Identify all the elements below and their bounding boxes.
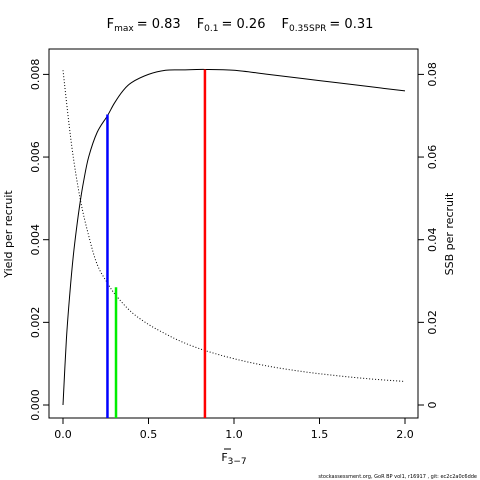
- title-f01-value: = 0.26: [222, 17, 266, 32]
- x-axis-label: F3−7: [221, 451, 246, 467]
- y-axis-right: 0 0.02 0.04 0.06 0.08: [418, 62, 439, 409]
- title-fmax-sub: max: [114, 24, 134, 34]
- y-axis-left-label: Yield per recruit: [2, 190, 15, 279]
- title-f01-symbol: F: [197, 17, 204, 32]
- y-right-tick-label: 0.02: [426, 310, 439, 335]
- x-tick-label: 0.0: [54, 428, 72, 441]
- title-f01-sub: 0.1: [204, 24, 218, 34]
- footer-text: stockassessment.org, GoR BP vol1, r16917…: [318, 474, 477, 480]
- yield-per-recruit-line: [62, 68, 406, 406]
- y-axis-left: 0.000 0.002 0.004 0.006 0.008: [29, 59, 49, 421]
- x-tick-label: 2.0: [396, 428, 414, 441]
- title-f35-value: = 0.31: [329, 17, 373, 32]
- x-axis-label-symbol: F: [221, 451, 227, 464]
- x-axis: 0.0 0.5 1.0 1.5 2.0: [54, 418, 414, 441]
- x-tick-label: 1.0: [225, 428, 243, 441]
- ssb-per-recruit-line: [62, 70, 406, 382]
- y-left-tick-label: 0.008: [29, 59, 42, 91]
- y-axis-right-label: SSB per recruit: [443, 192, 456, 275]
- title-fmax-value: = 0.83: [137, 17, 181, 32]
- x-tick-label: 0.5: [140, 428, 158, 441]
- x-axis-label-sub: 3−7: [228, 457, 247, 467]
- reference-lines: [106, 69, 207, 418]
- y-right-tick-label: 0: [426, 402, 439, 409]
- title-f35-symbol: F: [281, 17, 288, 32]
- series-group: [62, 68, 406, 406]
- y-right-tick-label: 0.04: [426, 227, 439, 252]
- y-right-tick-label: 0.06: [426, 145, 439, 170]
- y-left-tick-label: 0.000: [29, 389, 42, 421]
- title-f35-sub: 0.35SPR: [289, 24, 326, 34]
- y-right-tick-label: 0.08: [426, 62, 439, 87]
- y-left-tick-label: 0.004: [29, 224, 42, 256]
- chart-title: Fmax = 0.83 F0.1 = 0.26 F0.35SPR = 0.31: [107, 17, 374, 34]
- y-left-tick-label: 0.006: [29, 141, 42, 173]
- y-left-tick-label: 0.002: [29, 307, 42, 339]
- x-tick-label: 1.5: [311, 428, 329, 441]
- plot-frame: [48, 48, 419, 419]
- title-fmax-symbol: F: [107, 17, 114, 32]
